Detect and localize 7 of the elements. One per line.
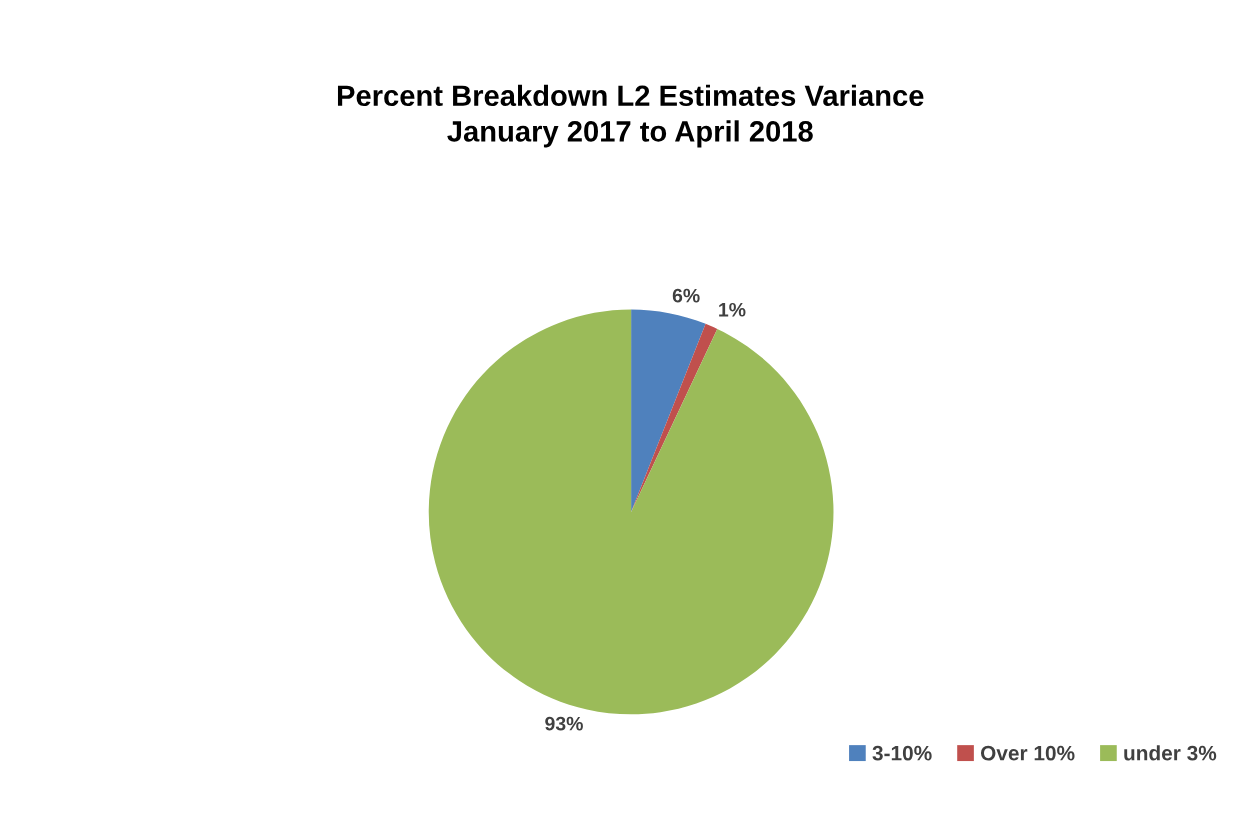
data-label: 6% — [672, 288, 700, 303]
data-label: 1% — [719, 302, 746, 317]
legend-label: Over 10% — [980, 745, 1075, 761]
legend-label: under 3% — [1124, 745, 1217, 761]
chart-title: Percent Breakdown L2 Estimates Variance January 2017 to April 2018 — [337, 84, 924, 148]
legend-label: 3-10% — [872, 745, 932, 761]
data-label: 93% — [545, 716, 583, 731]
